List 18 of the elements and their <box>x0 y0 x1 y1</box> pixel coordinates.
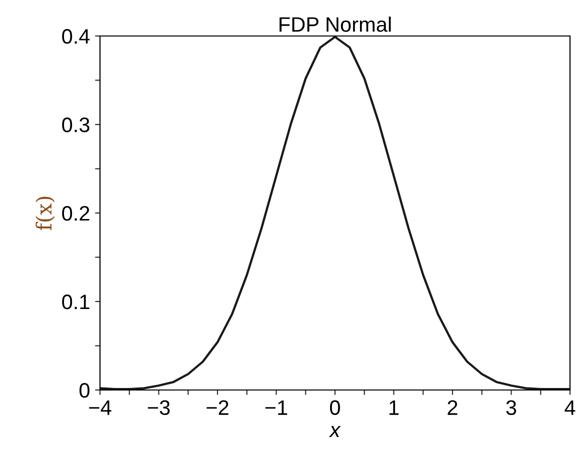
x-tick-label: −3 <box>148 400 170 416</box>
x-tick-label: 1 <box>390 400 399 415</box>
x-tick-label: 2 <box>448 400 458 415</box>
x-tick-label: 3 <box>506 400 516 416</box>
y-axis-title: f(x) <box>36 196 55 230</box>
chart-title: FDP Normal <box>280 16 391 32</box>
y-tick-label: 0 <box>80 383 90 398</box>
x-tick-label: 0 <box>330 400 340 416</box>
x-axis-title: x <box>328 426 341 438</box>
x-tick-label: −2 <box>206 400 228 415</box>
x-tick-label: −1 <box>265 400 288 415</box>
line-series <box>100 36 570 390</box>
x-tick-label: 4 <box>564 400 576 415</box>
y-tick-label: 0.1 <box>62 294 90 310</box>
y-tick-label: 0.4 <box>62 29 90 44</box>
y-tick-label: 0.3 <box>62 118 90 132</box>
y-tick-label: 0.2 <box>62 206 90 221</box>
x-tick-label: −4 <box>89 400 112 415</box>
